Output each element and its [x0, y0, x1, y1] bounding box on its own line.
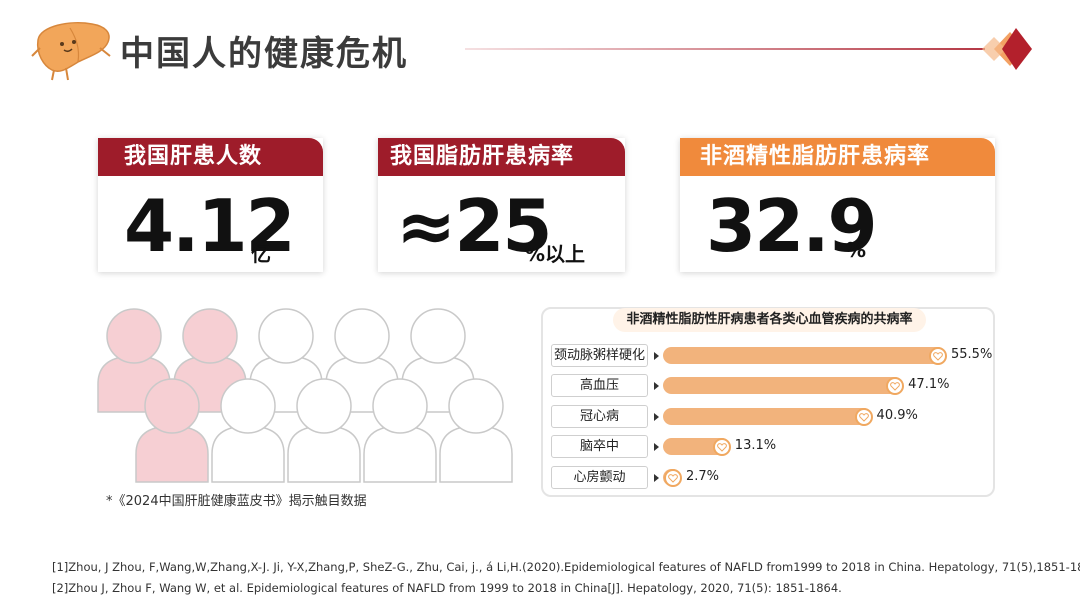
- chart-value-label: 13.1%: [734, 438, 777, 453]
- stat-card-unit: 亿: [251, 242, 271, 266]
- person-figure: [211, 378, 285, 483]
- arrow-right-icon: [654, 474, 659, 482]
- chart-bar: [663, 408, 872, 425]
- comorbidity-chart-panel: [541, 307, 995, 497]
- stat-card-unit: %以上: [525, 242, 586, 266]
- chart-category-label: 心房颤动: [551, 466, 648, 489]
- stat-card-value: 4.12: [124, 184, 296, 268]
- chart-value-label: 40.9%: [876, 408, 918, 423]
- stat-card-label: 我国肝患人数: [98, 138, 323, 176]
- person-figure: [439, 378, 513, 483]
- liver-mascot-icon: [31, 22, 111, 81]
- stat-card-nafld-rate: 非酒精性脂肪肝患病率 32.9 %: [680, 138, 995, 272]
- stat-card-fatty-liver-rate: 我国脂肪肝患病率 ≈25 %以上: [378, 138, 625, 272]
- arrow-right-icon: [654, 352, 659, 360]
- arrow-right-icon: [654, 382, 659, 390]
- chart-value-label: 47.1%: [908, 377, 950, 392]
- chart-title: 非酒精性脂肪性肝病患者各类心血管疾病的共病率: [613, 308, 926, 332]
- chart-category-label: 冠心病: [551, 405, 648, 428]
- person-figure: [135, 378, 209, 483]
- stat-card-liver-patients: 我国肝患人数 4.12 亿: [98, 138, 323, 272]
- chart-category-label: 高血压: [551, 374, 648, 397]
- people-illustration: [97, 308, 513, 483]
- header-divider: [465, 48, 985, 50]
- heart-icon: [712, 437, 731, 456]
- diamond-ornament-icon: [982, 28, 1032, 70]
- heart-icon: [664, 468, 682, 487]
- page-title: 中国人的健康危机: [120, 34, 408, 74]
- arrow-right-icon: [654, 443, 659, 451]
- reference-2: [2]Zhou J, Zhou F, Wang W, et al. Epidem…: [52, 581, 842, 595]
- stat-card-label: 我国脂肪肝患病率: [378, 138, 625, 176]
- chart-value-label: 55.5%: [951, 347, 993, 362]
- stat-card-unit: %: [846, 238, 867, 262]
- chart-bar: [663, 347, 946, 364]
- stat-card-label: 非酒精性脂肪肝患病率: [680, 138, 995, 176]
- stat-card-value: ≈25: [396, 184, 553, 268]
- arrow-right-icon: [654, 413, 659, 421]
- heart-icon: [854, 407, 873, 426]
- chart-value-label: 2.7%: [686, 469, 720, 484]
- chart-category-label: 颈动脉粥样硬化: [551, 344, 648, 367]
- source-note: *《2024中国肝脏健康蓝皮书》揭示触目数据: [106, 494, 367, 509]
- chart-category-label: 脑卒中: [551, 435, 648, 458]
- reference-1: [1]Zhou, J Zhou, F,Wang,W,Zhang,X-J. Ji,…: [52, 560, 1080, 574]
- stat-card-value: 32.9: [706, 184, 878, 268]
- heart-icon: [929, 346, 947, 365]
- person-figure: [287, 378, 361, 483]
- person-figure: [363, 378, 437, 483]
- heart-icon: [886, 376, 905, 395]
- chart-bar: [663, 377, 904, 394]
